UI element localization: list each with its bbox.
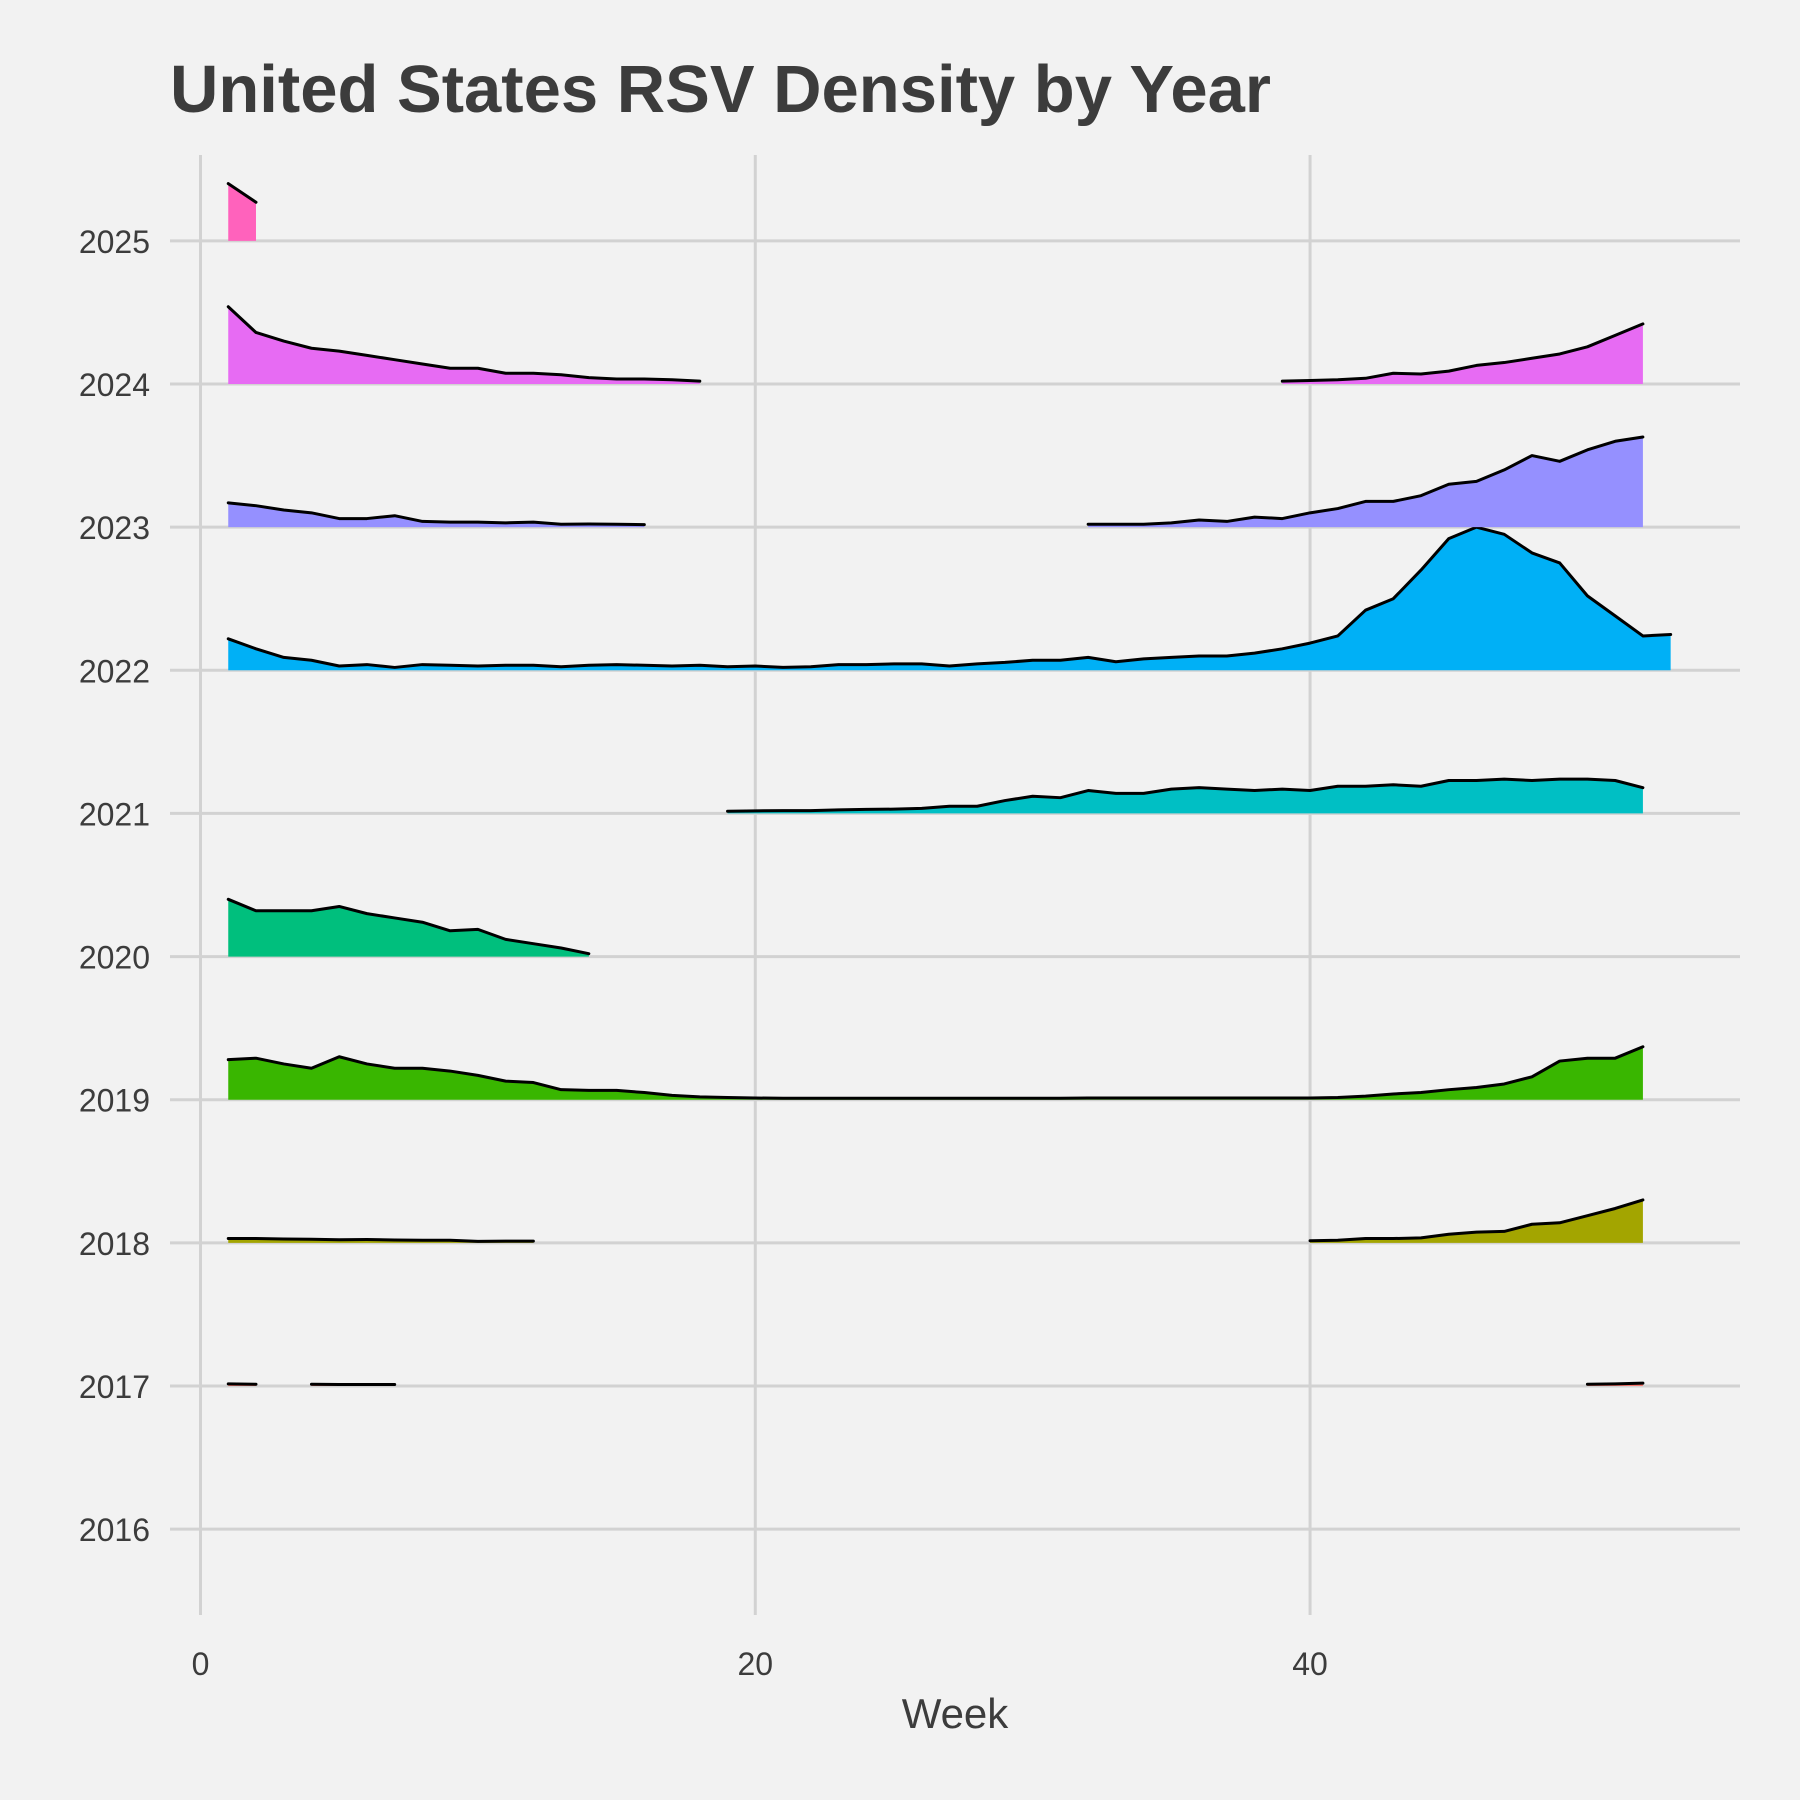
ridges	[226, 182, 1673, 1387]
ridge-line-2021	[726, 777, 1645, 813]
y-tick-label: 2024	[79, 367, 150, 403]
y-tick-label: 2022	[79, 653, 150, 689]
y-tick-label: 2019	[79, 1083, 150, 1119]
x-tick-label: 0	[192, 1646, 210, 1682]
ridge-line-2019	[226, 1045, 1645, 1100]
y-tick-label: 2018	[79, 1226, 150, 1262]
ridge-line-2024	[1280, 322, 1645, 383]
ridge-area-2020	[228, 899, 589, 957]
ridge-area-2024	[1282, 323, 1643, 385]
x-tick-label: 20	[737, 1646, 773, 1682]
ridge-area-2024	[228, 306, 700, 385]
ridge-area-2023	[228, 502, 645, 528]
ridge-2020	[226, 897, 591, 957]
y-tick-label: 2020	[79, 940, 150, 976]
ridge-area-2021	[727, 779, 1643, 814]
y-tick-label: 2025	[79, 224, 150, 260]
ridge-area-2022	[228, 527, 1671, 671]
y-tick-label: 2021	[79, 796, 150, 832]
ridge-line-2024	[226, 305, 702, 383]
ridge-line-2017	[1585, 1381, 1645, 1386]
ridge-line-2025	[226, 182, 258, 204]
ridge-2022	[226, 525, 1673, 671]
ridge-2021	[726, 777, 1645, 814]
ridge-2024	[226, 305, 1645, 385]
y-tick-label: 2016	[79, 1512, 150, 1548]
ridge-line-2018	[1308, 1198, 1645, 1243]
ridge-2025	[226, 182, 258, 241]
ridge-2018	[226, 1198, 1645, 1243]
ridge-line-2018	[226, 1237, 535, 1243]
ridge-line-2022	[226, 525, 1673, 669]
ridge-area-2019	[228, 1046, 1643, 1100]
ridge-line-2023	[1086, 435, 1645, 526]
y-tick-label: 2023	[79, 510, 150, 546]
ridge-2017	[226, 1381, 1645, 1387]
ridge-line-2023	[226, 501, 646, 527]
ridge-line-2020	[226, 897, 591, 956]
ridge-2023	[226, 435, 1645, 528]
ridge-2019	[226, 1045, 1645, 1100]
chart-title: United States RSV Density by Year	[170, 52, 1271, 127]
ridge-area-2018	[1310, 1199, 1643, 1243]
tick-labels: 0 20 40 2016 2017 2018 2019 2020 2021 2022 2023 202…	[79, 224, 1328, 1682]
x-axis-label: Week	[902, 1690, 1010, 1737]
ridge-area-2023	[1088, 436, 1643, 528]
y-tick-label: 2017	[79, 1369, 150, 1405]
x-tick-label: 40	[1292, 1646, 1328, 1682]
